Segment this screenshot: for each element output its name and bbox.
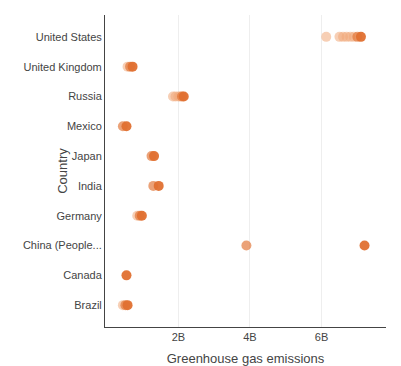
svg-text:Country: Country	[55, 148, 70, 194]
svg-text:6B: 6B	[315, 331, 328, 343]
svg-text:Brazil: Brazil	[74, 299, 102, 311]
svg-text:India: India	[78, 180, 103, 192]
svg-text:Mexico: Mexico	[67, 120, 102, 132]
svg-text:2B: 2B	[172, 331, 185, 343]
svg-text:Germany: Germany	[57, 210, 103, 222]
svg-text:United Kingdom: United Kingdom	[24, 61, 102, 73]
svg-text:China (People...: China (People...	[23, 239, 102, 251]
svg-text:United States: United States	[36, 31, 103, 43]
svg-text:Japan: Japan	[72, 150, 102, 162]
svg-text:Greenhouse gas emissions: Greenhouse gas emissions	[167, 351, 325, 366]
svg-text:4B: 4B	[243, 331, 256, 343]
svg-text:Russia: Russia	[68, 90, 103, 102]
svg-text:Canada: Canada	[63, 269, 102, 281]
